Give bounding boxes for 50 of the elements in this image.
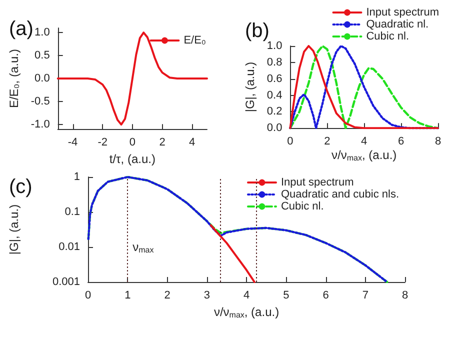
x-tick-label: 6 [322, 290, 329, 302]
line-series [56, 32, 208, 126]
chart-title: (b) [245, 20, 270, 42]
x-tick-label: 5 [283, 290, 290, 302]
legend-label: Input spectrum [366, 6, 440, 18]
y-tick-label: 0.0 [34, 72, 50, 85]
x-tick-label: -4 [68, 136, 78, 149]
legend-label: Input spectrum [280, 176, 354, 188]
x-tick-label: 3 [204, 290, 210, 302]
legend-label: Quadratic and cubic nls. [280, 188, 400, 200]
legend-label: Cubic nl. [280, 200, 324, 212]
y-tick-label: 0.4 [266, 89, 282, 102]
y-tick-label: 0.2 [266, 106, 282, 118]
x-tick-label: 2 [159, 136, 166, 149]
x-tick-label: 0 [84, 290, 92, 302]
x-tick-label: 7 [362, 290, 368, 302]
legend-label: E/E₀ [184, 34, 206, 46]
y-tick-label: 1.0 [34, 26, 50, 39]
y-tick-label: 1 [74, 171, 80, 183]
x-tick-label: 0 [287, 136, 294, 148]
x-tick-label: 8 [402, 290, 408, 302]
x-tick-label: -2 [98, 136, 108, 149]
y-tick-label: -0.5 [30, 96, 50, 108]
y-tick-label: 0.001 [52, 276, 80, 288]
y-tick-label: 0.8 [266, 56, 282, 68]
y-tick-label: 0.01 [58, 241, 80, 253]
x-tick-label: 2 [324, 136, 330, 148]
x-tick-label: 2 [164, 290, 170, 302]
x-tick-label: 8 [434, 136, 442, 148]
x-tick-label: 4 [361, 136, 368, 148]
legend-label: Quadratic nl. [366, 18, 429, 30]
x-axis-title: t/τ, (a.u.) [109, 152, 156, 166]
y-axis-title: |G|, (a.u.) [243, 62, 257, 112]
y-tick-label: -1.0 [30, 118, 50, 131]
legend-label: Cubic nl. [366, 30, 410, 42]
y-tick-label: 0.5 [34, 50, 50, 62]
x-tick-label: 1 [124, 290, 131, 302]
x-tick-label: 6 [398, 136, 404, 148]
chart-title: (a) [9, 18, 34, 40]
y-tick-label: 0.6 [266, 72, 282, 85]
line-series [210, 224, 256, 283]
x-tick-label: 0 [129, 136, 136, 149]
y-tick-label: 0.0 [266, 122, 282, 134]
x-tick-label: 4 [189, 136, 196, 149]
chart-title: (c) [9, 176, 32, 198]
y-tick-label: 0.1 [64, 206, 80, 218]
y-axis-title: |G|, (a.u.) [7, 204, 21, 255]
y-tick-label: 1.0 [266, 40, 282, 52]
x-tick-label: 4 [243, 290, 250, 302]
y-axis-title: E/E₀, (a.u.) [7, 49, 21, 108]
